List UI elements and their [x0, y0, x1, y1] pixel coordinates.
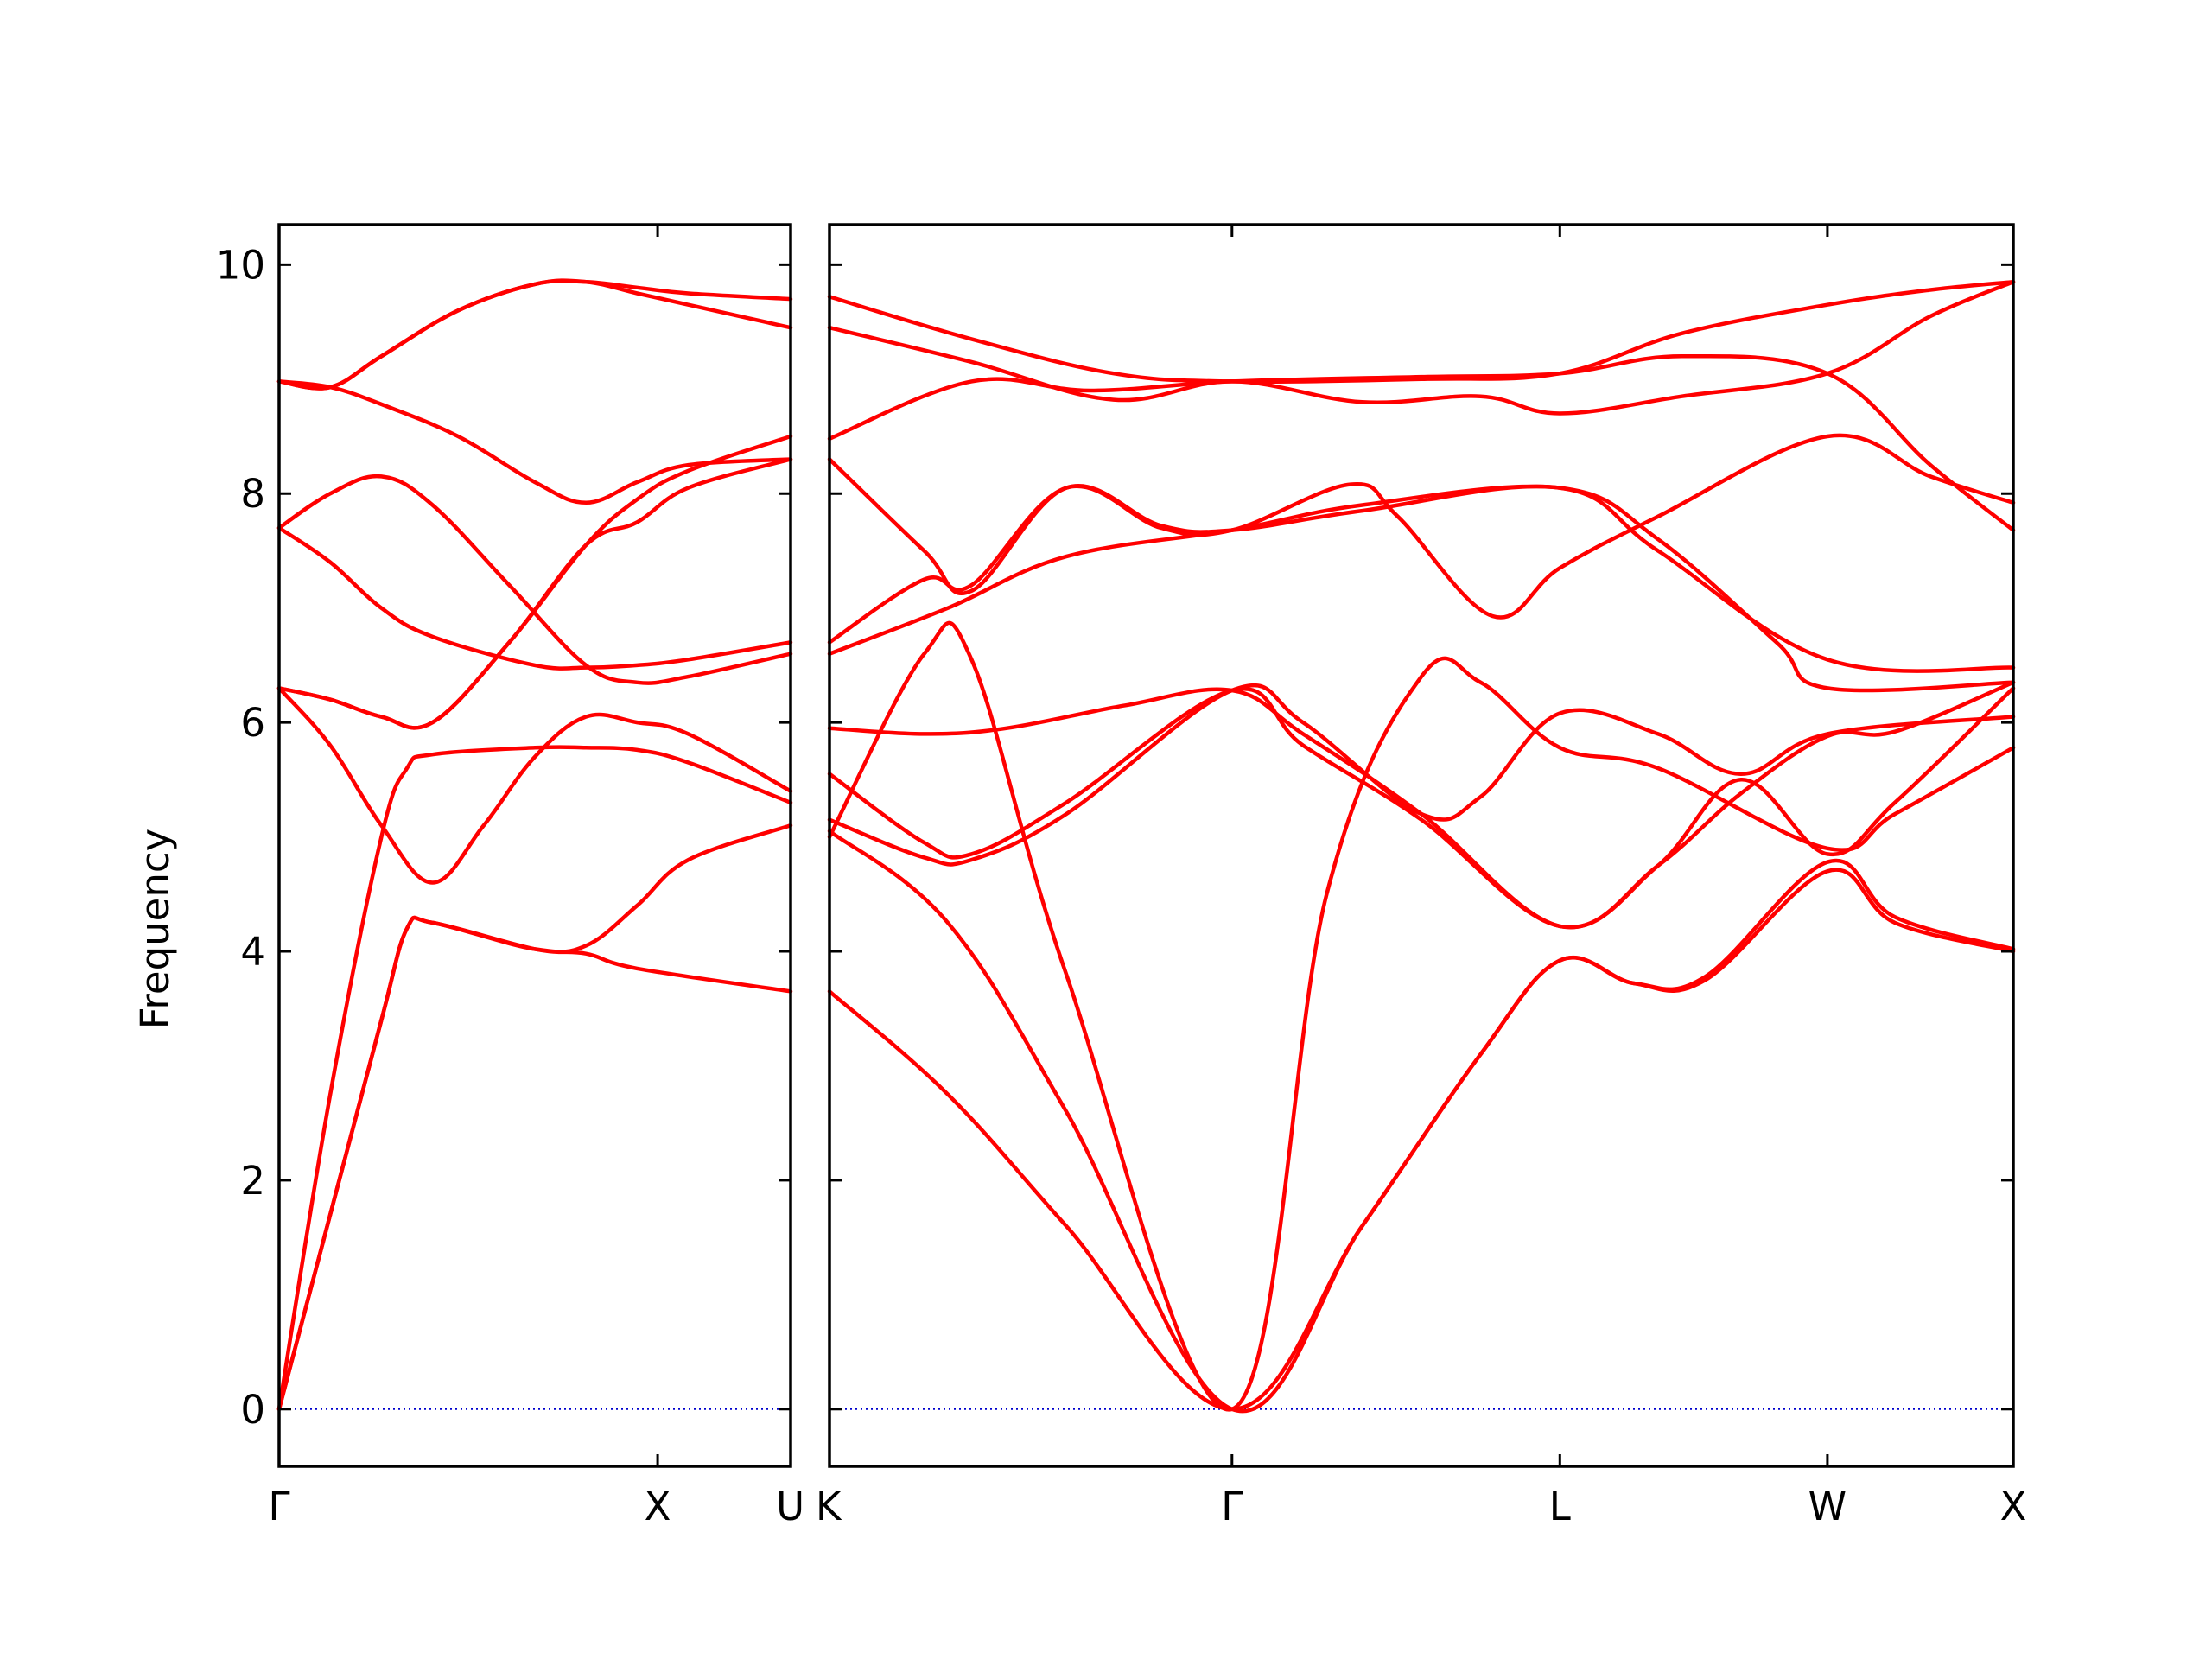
band-line-4 [276, 686, 793, 885]
panel-frame [277, 223, 792, 1468]
plot-panels: Γ X U 0 2 4 6 8 10 K Γ L W X [216, 223, 2027, 1529]
y-tick-label: 2 [240, 1158, 265, 1204]
x-tick-label: W [1808, 1484, 1847, 1529]
band-line-11 [827, 279, 2016, 416]
band-line-12 [827, 279, 2016, 385]
band-line-6 [827, 680, 2016, 930]
band-line-1 [276, 745, 793, 1412]
y-tick-label: 4 [240, 929, 265, 975]
x-tick-label: U [776, 1484, 804, 1529]
band-line-9 [276, 379, 793, 505]
y-tick-label: 10 [216, 242, 265, 288]
band-line-3 [827, 620, 2016, 1412]
band-line-11 [276, 278, 793, 391]
band-line-7 [276, 525, 793, 671]
x-tick-label: Γ [1221, 1484, 1243, 1529]
y-tick-label: 0 [240, 1387, 265, 1433]
band-line-8 [827, 433, 2016, 645]
y-tick-label: 8 [240, 471, 265, 517]
x-tick-label: K [816, 1484, 842, 1529]
x-tick-label: L [1549, 1484, 1571, 1529]
band-line-10 [827, 353, 2016, 532]
band-line-5 [827, 686, 2016, 930]
band-line-2 [827, 829, 2016, 1414]
band-line-3 [276, 915, 793, 1412]
panel-1: Γ X U 0 2 4 6 8 10 [216, 223, 804, 1529]
y-axis-label: Frequency [132, 829, 178, 1029]
x-tick-label: X [2000, 1484, 2027, 1529]
x-tick-label: Γ [268, 1484, 289, 1529]
band-line-6 [276, 457, 793, 730]
x-tick-label: X [645, 1484, 671, 1529]
panel-frame [828, 223, 2015, 1468]
band-line-7 [827, 484, 2016, 693]
y-tick-label: 6 [240, 700, 265, 746]
band-line-9 [827, 457, 2016, 673]
band-line-8 [276, 474, 793, 685]
